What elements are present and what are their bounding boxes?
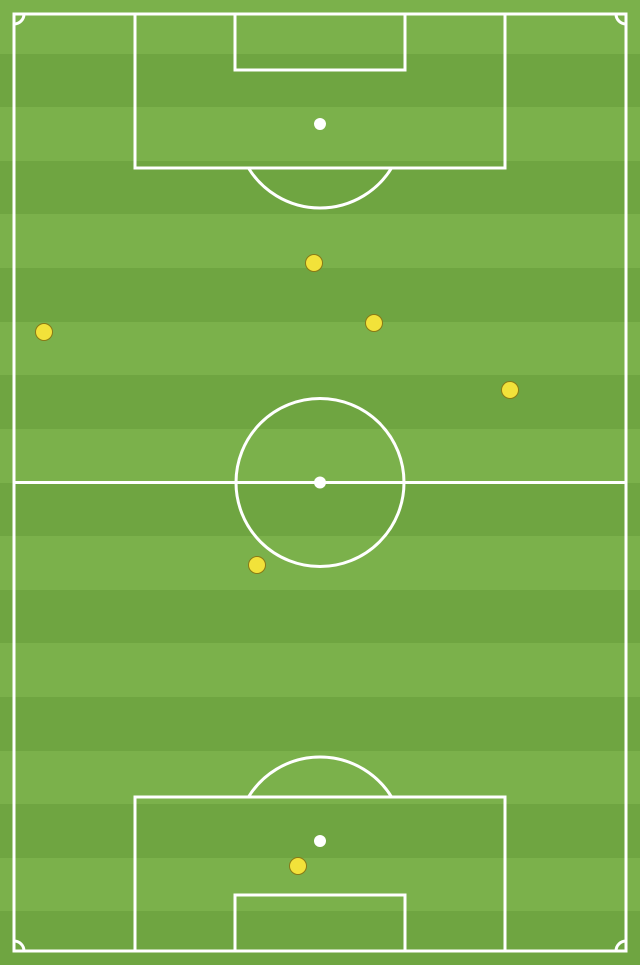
pitch-stripe [0, 643, 640, 697]
event-marker[interactable] [35, 323, 53, 341]
pitch-stripe [0, 751, 640, 805]
pitch-stripe [0, 0, 640, 54]
pitch-stripe [0, 375, 640, 429]
pitch-stripe [0, 483, 640, 537]
pitch-stripe [0, 322, 640, 376]
event-marker[interactable] [501, 381, 519, 399]
event-marker[interactable] [289, 857, 307, 875]
pitch-stripe [0, 858, 640, 912]
pitch-stripe [0, 268, 640, 322]
event-marker[interactable] [248, 556, 266, 574]
pitch-stripe [0, 911, 640, 965]
pitch-stripe [0, 161, 640, 215]
pitch-stripe [0, 590, 640, 644]
football-pitch-diagram [0, 0, 640, 965]
pitch-stripe [0, 697, 640, 751]
pitch-stripe [0, 536, 640, 590]
pitch-stripe [0, 429, 640, 483]
pitch-stripe [0, 804, 640, 858]
pitch-stripe [0, 54, 640, 108]
event-marker[interactable] [305, 254, 323, 272]
event-marker[interactable] [365, 314, 383, 332]
pitch-stripe [0, 107, 640, 161]
